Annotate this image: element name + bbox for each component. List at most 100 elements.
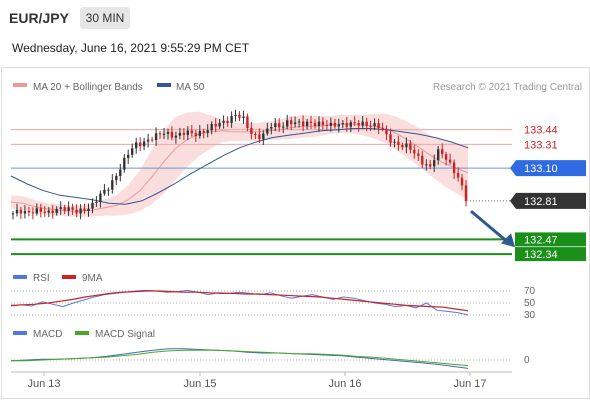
candle-body: [79, 208, 82, 214]
ma50-legend-label: MA 50: [176, 82, 205, 93]
candle-body: [178, 132, 182, 136]
candle-body: [230, 116, 233, 123]
candle-body: [142, 141, 146, 147]
time-tick-label: Jun 16: [328, 378, 361, 390]
candle-body: [401, 145, 404, 148]
pivot-price-tag: [510, 160, 586, 177]
candle-body: [31, 212, 35, 214]
rsi-level-label: 30: [524, 310, 536, 321]
candle-body: [166, 131, 170, 134]
candle-body: [381, 128, 384, 130]
candle-body: [83, 208, 86, 212]
candle-body: [417, 153, 420, 156]
last-price-label: 132.81: [524, 196, 558, 208]
time-tick-label: Jun 17: [453, 378, 486, 390]
candle-body: [460, 177, 464, 186]
candle-body: [389, 134, 392, 143]
rsi-level-label: 50: [524, 298, 536, 309]
support-level-label: 132.47: [524, 234, 558, 246]
candle-body: [43, 211, 46, 213]
report-timestamp: Wednesday, June 16, 2021 9:55:29 PM CET: [12, 41, 250, 55]
candle-body: [63, 207, 66, 211]
candlesticks: [11, 109, 468, 220]
forecast-arrow-layer: [470, 209, 515, 248]
pivot-level-label: 133.10: [524, 163, 558, 175]
candle-body: [111, 180, 114, 190]
candle-body: [210, 124, 213, 131]
candle-body: [135, 142, 138, 149]
candle-body: [19, 209, 23, 214]
macd-signal-line: [11, 349, 469, 367]
candle-body: [87, 208, 90, 211]
resistance-level-label: 133.44: [524, 125, 558, 137]
candle-body: [15, 209, 19, 214]
candle-body: [198, 131, 201, 137]
candle-body: [47, 210, 50, 213]
candle-body: [262, 133, 265, 140]
forecast-arrow: [470, 209, 509, 244]
candle-body: [266, 128, 269, 134]
candle-body: [206, 130, 209, 133]
candle-body: [107, 189, 110, 191]
candle-body: [448, 159, 452, 163]
support-price-tag: [515, 247, 586, 262]
rsi-legend: RSI 9MA: [13, 273, 103, 284]
candle-body: [325, 124, 329, 126]
candle-body: [11, 213, 15, 215]
candle-body: [429, 164, 432, 167]
candle-body: [357, 123, 360, 126]
price-levels: [11, 129, 512, 256]
candle-body: [309, 121, 313, 123]
candle-body: [452, 162, 456, 174]
macd-legend-swatch: [13, 331, 27, 335]
candle-body: [365, 121, 368, 126]
candle-body: [91, 202, 94, 209]
candle-body: [55, 208, 58, 214]
candle-body: [75, 209, 78, 214]
instrument-title: EUR/JPY: [9, 10, 69, 26]
candle-body: [139, 142, 142, 147]
macd-panel: 0: [10, 348, 530, 369]
candle-body: [158, 133, 162, 135]
candle-body: [186, 130, 189, 135]
time-axis: Jun 13 Jun 15 Jun 16 Jun 17: [11, 371, 512, 390]
support-level-label: 132.34: [524, 249, 558, 261]
candle-body: [385, 129, 388, 135]
candle-body: [349, 122, 352, 127]
rsi-legend-swatch: [13, 275, 27, 279]
candle-body: [361, 121, 364, 126]
candle-body: [71, 207, 74, 210]
candle-body: [305, 121, 309, 127]
resistance-level-label: 133.31: [524, 139, 558, 151]
candle-body: [226, 120, 229, 123]
candle-body: [413, 149, 416, 154]
candle-body: [369, 125, 372, 127]
candle-body: [27, 211, 31, 213]
candle-body: [254, 134, 257, 135]
candle-body: [242, 116, 245, 118]
macd-signal-legend-swatch: [75, 331, 89, 335]
candle-body: [377, 123, 380, 129]
rsi-line: [10, 289, 469, 316]
candle-body: [218, 122, 221, 127]
candle-body: [329, 122, 333, 126]
candle-body: [131, 148, 134, 155]
candle-body: [301, 121, 305, 127]
candle-body: [456, 173, 460, 178]
macd-signal-legend-label: MACD Signal: [95, 329, 155, 340]
candle-body: [337, 124, 340, 127]
timeframe-badge[interactable]: 30 MIN: [80, 7, 130, 29]
candle-body: [234, 114, 237, 117]
candle-body: [421, 155, 424, 165]
candle-body: [162, 133, 166, 135]
last-price-tag: [510, 192, 586, 209]
rsi-signal-legend-label: 9MA: [82, 273, 103, 284]
candle-body: [154, 133, 158, 141]
price-tags: 133.44 133.31 133.10 132.81 132.47 132.34: [510, 125, 586, 262]
candle-body: [321, 121, 325, 125]
macd-legend: MACD MACD Signal: [13, 329, 155, 340]
forecast-arrowhead: [501, 233, 515, 248]
candle-body: [433, 160, 436, 167]
candle-body: [190, 130, 193, 134]
